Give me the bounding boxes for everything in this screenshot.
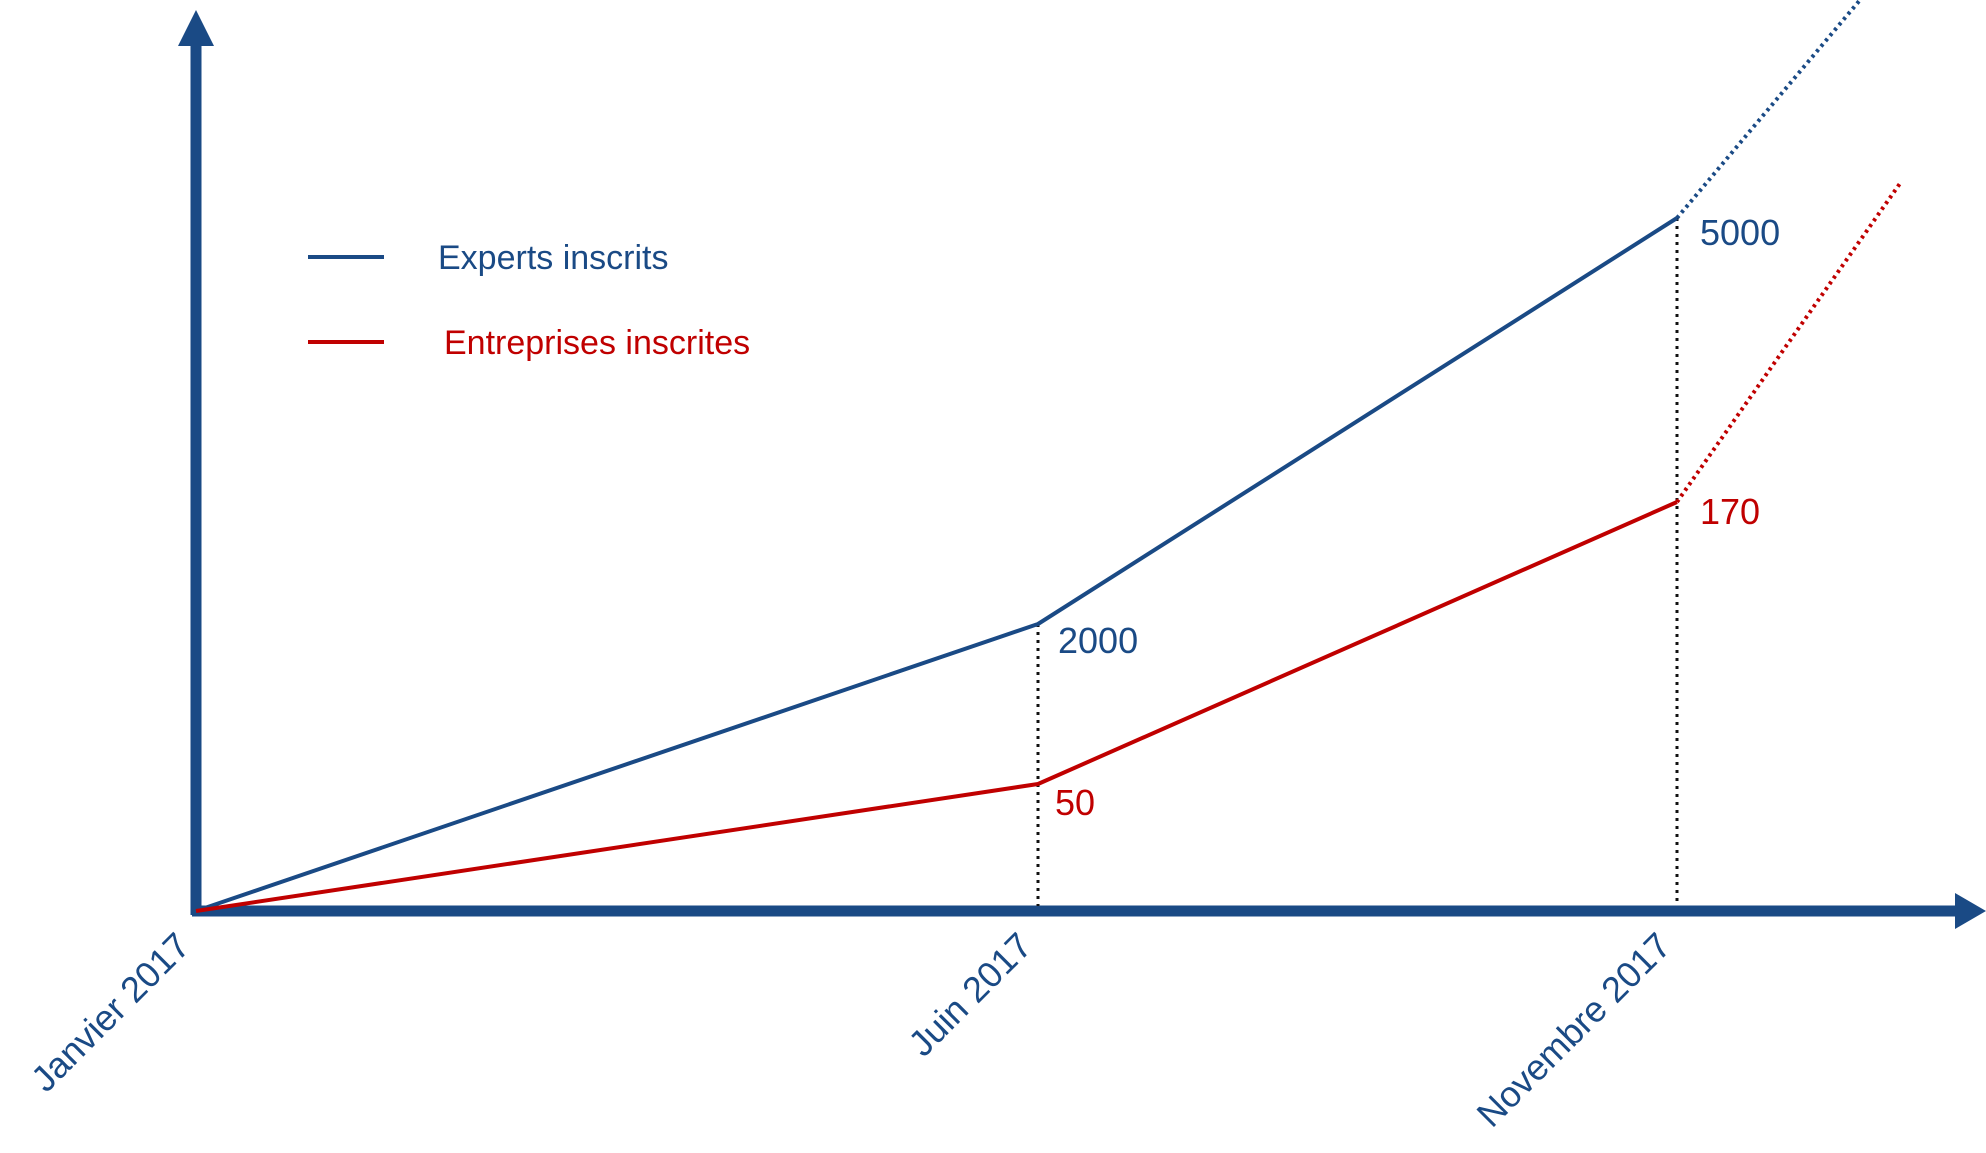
- axes: [178, 10, 1986, 929]
- x-tick-label-2: Novembre 2017: [1469, 925, 1679, 1135]
- x-tick-labels: Janvier 2017 Juin 2017 Novembre 2017: [23, 925, 1679, 1135]
- legend: Experts inscrits Entreprises inscrites: [308, 239, 750, 362]
- legend-label-1: Entreprises inscrites: [444, 324, 750, 362]
- legend-label-0: Experts inscrits: [438, 239, 669, 277]
- x-tick-label-0: Janvier 2017: [23, 925, 198, 1100]
- data-label-0-1: 2000: [1058, 620, 1138, 661]
- x-tick-label-1: Juin 2017: [900, 925, 1039, 1064]
- reference-lines: [1036, 218, 1679, 906]
- y-axis-arrow-icon: [178, 10, 214, 46]
- data-label-1-1: 50: [1055, 782, 1095, 823]
- series-line-0: [195, 216, 1679, 913]
- series-line-1: [195, 500, 1678, 913]
- x-axis-arrow-icon: [1955, 893, 1986, 929]
- series-trend-extension-0: [1675, 0, 1862, 220]
- value-labels: 2000 5000 50 170: [1055, 212, 1780, 823]
- data-label-0-2: 5000: [1700, 212, 1780, 253]
- series-trend-extension-1: [1675, 180, 1903, 504]
- data-label-1-2: 170: [1700, 491, 1760, 532]
- series-lines: [195, 0, 1903, 913]
